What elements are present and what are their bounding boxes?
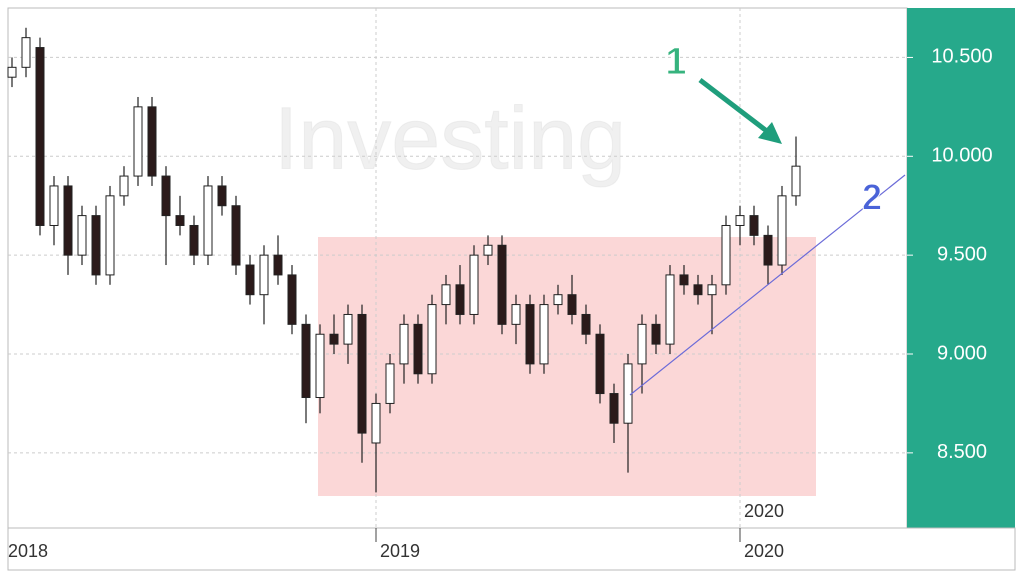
candle-body — [679, 274, 689, 286]
x-tick-label: 2018 — [8, 541, 48, 561]
candle-body — [245, 264, 255, 296]
watermark: Investing — [274, 88, 626, 187]
candle-body — [91, 215, 101, 276]
candle-body — [63, 185, 73, 256]
candle-body — [231, 205, 241, 266]
candle-body — [105, 195, 115, 276]
x-tick-label: 2020 — [744, 541, 784, 561]
candle-body — [721, 224, 731, 286]
candle-body — [203, 185, 213, 256]
candle-body — [133, 106, 143, 177]
candle-body — [357, 313, 367, 434]
arrow-head — [758, 122, 782, 144]
candle-body — [483, 244, 493, 256]
candle-body — [441, 284, 451, 306]
candle-body — [581, 313, 591, 335]
arrow-shaft — [698, 78, 770, 134]
candle-body — [693, 284, 703, 296]
candle-body — [287, 274, 297, 325]
candle-body — [567, 294, 577, 315]
candle-body — [735, 215, 745, 226]
candle-body — [77, 215, 87, 256]
candle-body — [651, 323, 661, 345]
candle-body — [497, 244, 507, 325]
crosshair-label: 2020 — [744, 501, 784, 521]
candle-body — [413, 323, 423, 375]
candle-body — [595, 333, 605, 395]
candle-body — [259, 254, 269, 296]
candle-body — [315, 333, 325, 399]
annotation: 1 — [665, 41, 686, 83]
candle-body — [189, 224, 199, 256]
annotation: 2 — [862, 177, 882, 218]
candle-body — [553, 294, 563, 306]
y-tick-label: 8.500 — [937, 441, 987, 463]
candle-body — [371, 402, 381, 444]
candle-body — [329, 333, 339, 345]
candle-body — [119, 175, 129, 197]
y-axis-panel — [907, 8, 1015, 528]
y-tick-label: 9.000 — [937, 342, 987, 364]
candle-body — [511, 304, 521, 325]
candle-body — [539, 304, 549, 365]
candle-body — [525, 304, 535, 365]
candle-body — [707, 284, 717, 296]
x-axis-panel — [7, 527, 1016, 571]
candle-body — [147, 106, 157, 177]
candle-body — [49, 185, 59, 226]
candle-body — [777, 195, 787, 266]
trend-line — [629, 174, 906, 396]
x-tick-label: 2019 — [380, 541, 420, 561]
candle-body — [763, 234, 773, 266]
y-tick-label: 10.000 — [931, 145, 992, 167]
candle-body — [609, 393, 619, 424]
candle-body — [273, 254, 283, 276]
candle-body — [749, 215, 759, 236]
candle-body — [665, 274, 675, 345]
candle-body — [161, 175, 171, 217]
candle-body — [469, 254, 479, 315]
candle-body — [623, 363, 633, 424]
candle-body — [7, 66, 17, 78]
candle-body — [217, 185, 227, 207]
candle-body — [385, 363, 395, 404]
y-tick-label: 9.500 — [937, 243, 987, 265]
candle-body — [791, 165, 801, 197]
candle-body — [343, 313, 353, 345]
candle-body — [175, 215, 185, 226]
candle-body — [35, 47, 45, 226]
y-tick-label: 10.500 — [931, 46, 992, 68]
candle-body — [427, 304, 437, 375]
candle-body — [21, 37, 31, 68]
candle-body — [455, 284, 465, 315]
candle-body — [399, 323, 409, 365]
candle-body — [637, 323, 647, 365]
candle-body — [301, 323, 311, 399]
